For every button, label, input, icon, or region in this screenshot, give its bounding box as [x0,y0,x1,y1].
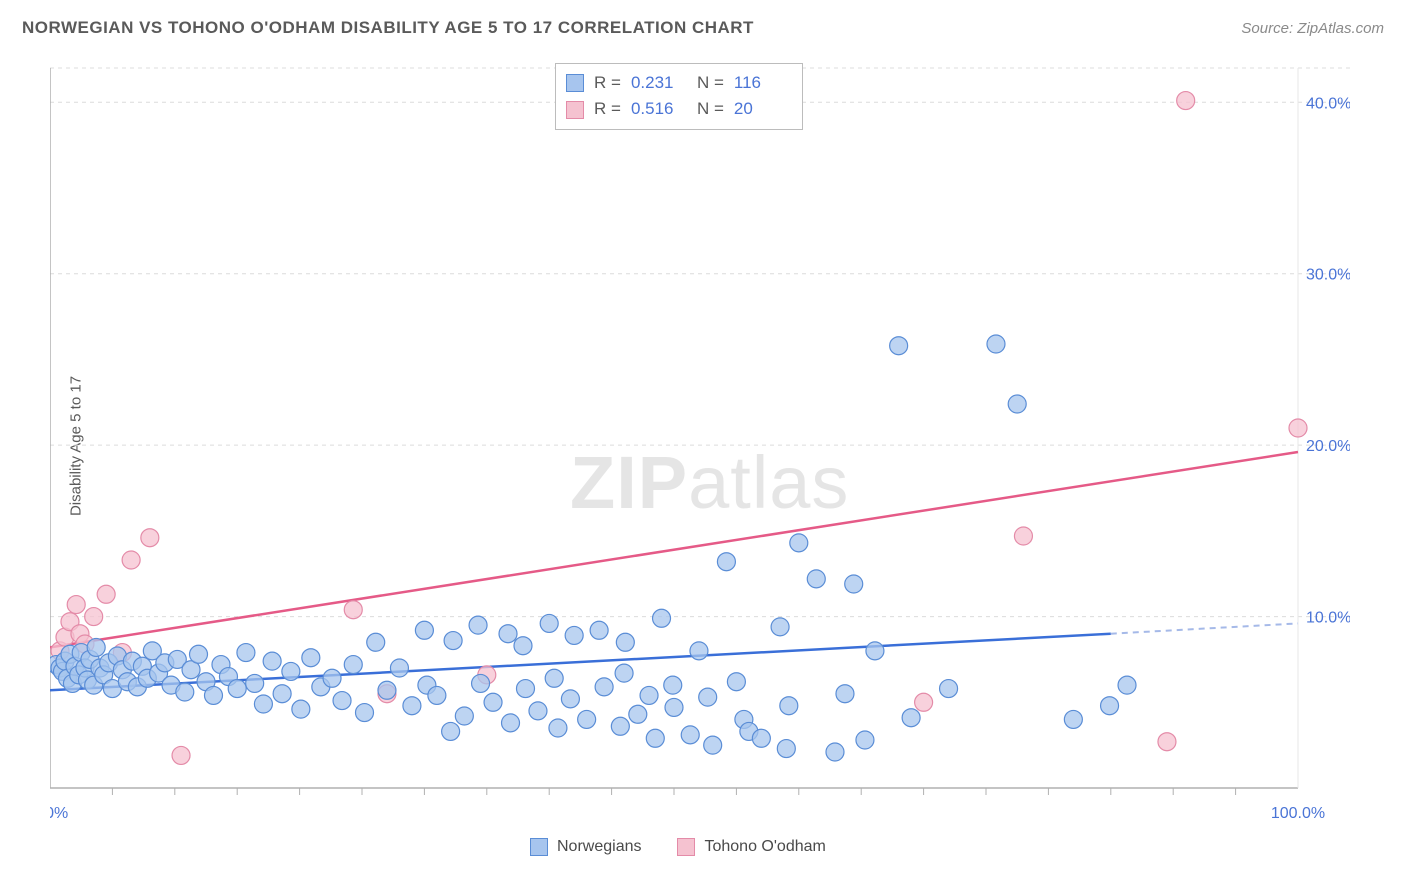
scatter-plot: 10.0% 20.0% 30.0% 40.0% 0.0% 100.0% [50,60,1350,830]
source-label: Source: ZipAtlas.com [1241,20,1384,37]
chart-title: NORWEGIAN VS TOHONO O'ODHAM DISABILITY A… [22,18,754,38]
legend-item: Norwegians [530,838,641,856]
svg-text:100.0%: 100.0% [1271,805,1325,822]
legend-label: Norwegians [557,838,641,856]
swatch-pink [677,838,695,856]
source-link[interactable]: ZipAtlas.com [1297,20,1384,37]
stats-row: R =0.516N =20 [566,96,790,122]
chart-area: 10.0%20.0%30.0%40.0%0.0%100.0% ZIPatlas [50,60,1350,830]
series-legend: Norwegians Tohono O'odham [530,838,826,856]
swatch-blue [530,838,548,856]
svg-text:20.0%: 20.0% [1306,438,1350,455]
legend-item: Tohono O'odham [677,838,825,856]
stats-legend: R =0.231N =116R =0.516N =20 [555,63,803,130]
svg-text:30.0%: 30.0% [1306,267,1350,284]
stats-row: R =0.231N =116 [566,70,790,96]
svg-text:0.0%: 0.0% [50,805,68,822]
title-bar: NORWEGIAN VS TOHONO O'ODHAM DISABILITY A… [22,18,1384,38]
legend-label: Tohono O'odham [704,838,825,856]
svg-text:10.0%: 10.0% [1306,610,1350,627]
swatch-blue [566,74,584,92]
swatch-pink [566,101,584,119]
svg-text:40.0%: 40.0% [1306,95,1350,112]
